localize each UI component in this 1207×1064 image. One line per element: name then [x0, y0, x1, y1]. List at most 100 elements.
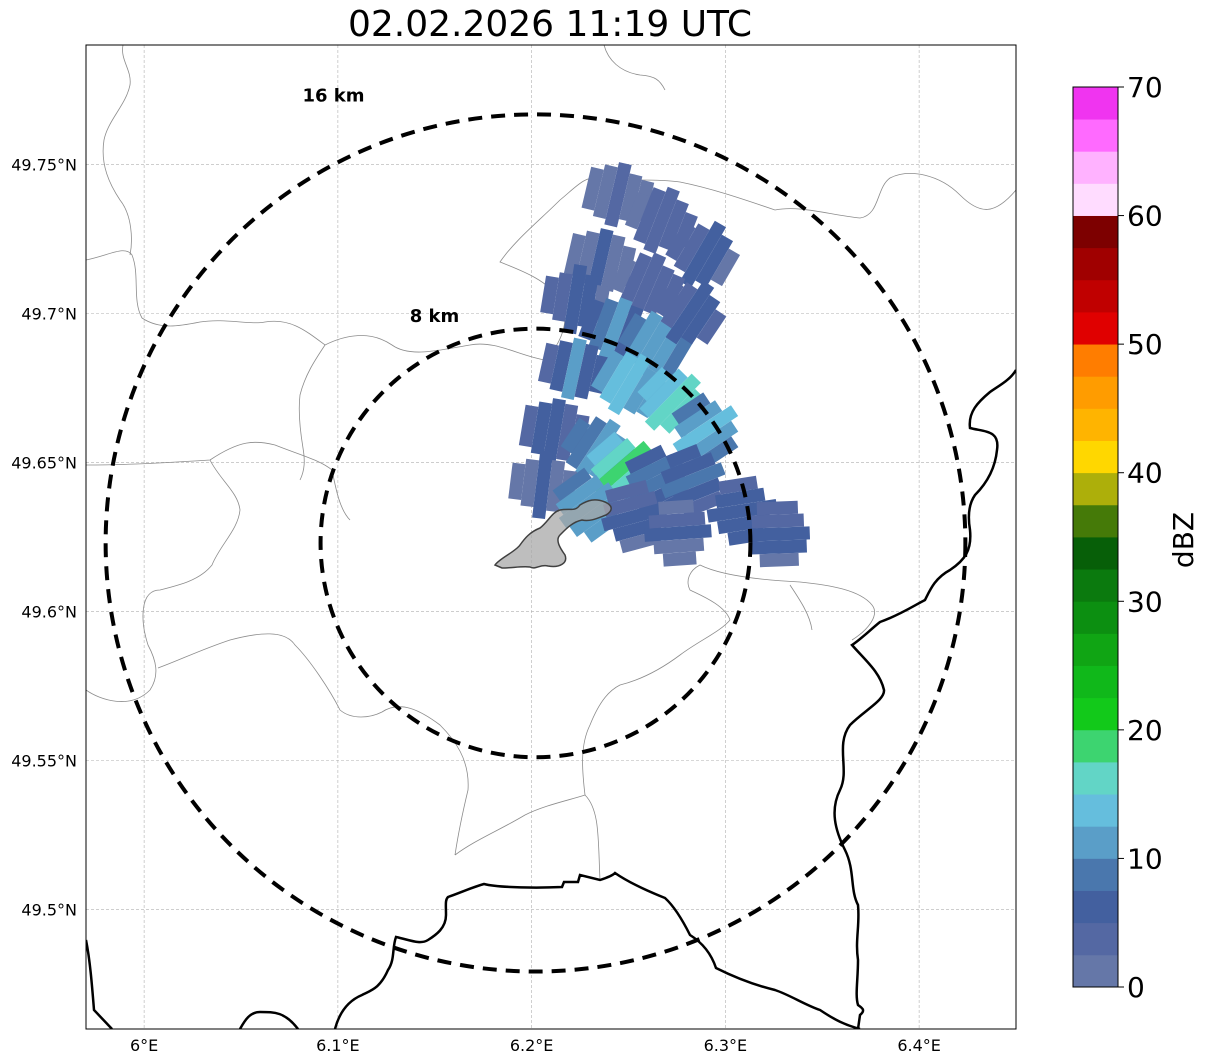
colorbar-bin — [1073, 87, 1118, 120]
radar-bin — [750, 539, 807, 555]
radar-bin — [660, 282, 698, 329]
radar-bin — [686, 420, 739, 461]
radar-bin — [618, 312, 647, 348]
x-axis: 6°E 6.1°E 6.2°E 6.3°E 6.4°E — [130, 1036, 941, 1055]
reflectivity-cell — [660, 444, 726, 519]
radar-bin — [601, 502, 667, 532]
colorbar-tick-label: 10 — [1127, 842, 1163, 875]
radar-bin — [518, 404, 539, 448]
colorbar-bin — [1073, 729, 1118, 763]
radar-bin — [679, 220, 727, 288]
colorbar-tick-label: 0 — [1127, 971, 1145, 1004]
radar-bin — [696, 309, 727, 345]
colorbar-tick-label: 50 — [1127, 328, 1163, 361]
colorbar-bin — [1073, 440, 1118, 474]
plot-frame — [85, 44, 1017, 1030]
radar-bin — [599, 351, 638, 404]
colorbar-bin — [1073, 665, 1118, 699]
radar-bin — [671, 392, 711, 425]
y-axis: 49.5°N 49.55°N 49.6°N 49.65°N 49.7°N 49.75°N — [11, 155, 77, 919]
radar-bin — [537, 342, 560, 384]
radar-bin — [660, 336, 693, 379]
colorbar-frame — [1072, 86, 1119, 988]
radar-bin — [759, 552, 799, 568]
colorbar-bin — [1073, 890, 1118, 924]
national-borders — [86, 369, 1016, 1029]
radar-bin — [560, 417, 591, 454]
colorbar-bin — [1073, 633, 1118, 666]
radar-bin — [508, 462, 526, 500]
radar-bin — [673, 223, 710, 273]
radar-echoes — [508, 162, 811, 568]
x-tick-label: 6°E — [130, 1036, 158, 1055]
radar-bin — [540, 275, 559, 315]
radar-bin — [660, 462, 726, 499]
radar-bin — [520, 458, 540, 508]
y-tick-label: 49.65°N — [11, 453, 77, 472]
radar-bin — [552, 272, 573, 322]
radar-bin — [555, 474, 604, 515]
ring-label-8km: 8 km — [410, 306, 460, 327]
radar-bin — [643, 186, 680, 254]
radar-bin — [581, 166, 604, 211]
radar-bin — [695, 234, 734, 288]
radar-bin — [563, 233, 586, 276]
y-tick-label: 49.7°N — [21, 304, 77, 323]
colorbar-bin — [1073, 279, 1118, 313]
radar-bin — [710, 248, 741, 287]
colorbar-bin — [1073, 344, 1118, 377]
colorbar-bin — [1073, 794, 1118, 827]
radar-bin — [625, 453, 678, 489]
colorbar-bin — [1073, 954, 1118, 988]
radar-bin — [591, 349, 624, 393]
colorbar-bin — [1073, 826, 1118, 859]
radar-bin — [624, 192, 650, 230]
radar-bin — [653, 537, 705, 555]
radar-bin — [592, 164, 618, 219]
radar-bin — [604, 162, 632, 228]
radar-bin — [530, 401, 553, 455]
radar-bin — [591, 440, 653, 496]
reflectivity-cell — [652, 279, 727, 345]
radar-bin — [563, 264, 588, 335]
radar-bin — [644, 524, 712, 542]
radar-bin — [665, 280, 715, 345]
y-tick-label: 49.75°N — [11, 155, 77, 174]
radar-bin — [665, 444, 702, 469]
colorbar-bin — [1073, 537, 1118, 570]
colorbar-bin — [1073, 601, 1118, 634]
radar-bin — [586, 431, 623, 466]
radar-bin — [681, 294, 721, 345]
y-tick-label: 49.5°N — [21, 901, 77, 920]
radar-bin — [588, 297, 619, 351]
y-tick-label: 49.55°N — [11, 752, 77, 771]
radar-bin — [618, 252, 653, 308]
colorbar-tick-label: 70 — [1127, 71, 1163, 104]
radar-bin — [605, 479, 649, 504]
reflectivity-cell — [746, 500, 811, 568]
radar-bin — [577, 274, 599, 328]
colorbar-bin — [1073, 247, 1118, 281]
colorbar-bin — [1073, 119, 1118, 152]
colorbar-tick-label: 20 — [1127, 714, 1163, 747]
radar-bin — [674, 400, 723, 439]
reflectivity-cell — [644, 499, 712, 567]
radar-bin — [607, 353, 652, 416]
radar-bin — [600, 234, 626, 292]
radar-bin — [549, 340, 573, 392]
radar-bin — [618, 173, 643, 223]
radar-bin — [672, 405, 739, 455]
radar-bin — [610, 256, 636, 294]
radar-bin — [590, 437, 636, 480]
x-tick-label: 6.4°E — [897, 1036, 941, 1055]
radar-bin — [598, 297, 633, 360]
radar-bin — [643, 265, 675, 316]
radar-bin — [756, 500, 799, 516]
radar-bin — [714, 487, 766, 509]
ring-label-16km: 16 km — [302, 86, 364, 107]
colorbar-tick-label: 40 — [1127, 457, 1163, 490]
radar-bin — [718, 475, 758, 495]
colorbar-bin — [1073, 922, 1118, 956]
radar-bin — [658, 199, 689, 251]
